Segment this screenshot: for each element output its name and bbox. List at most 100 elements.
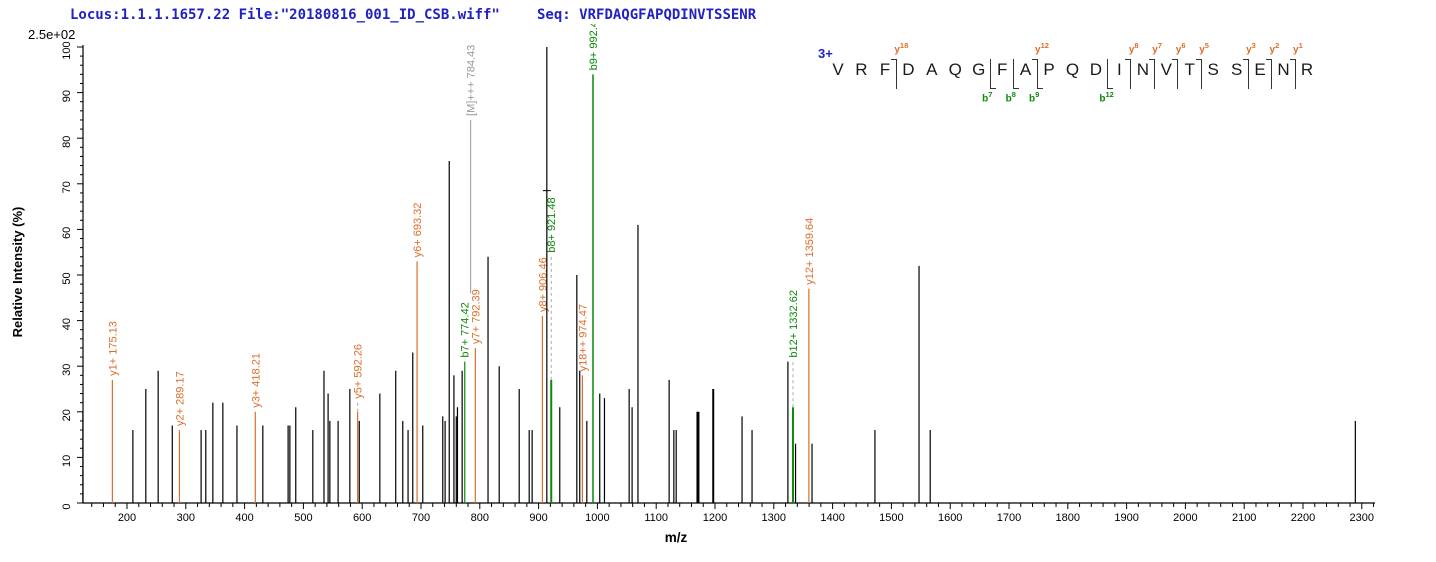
y8-ion-marker: y8 bbox=[1128, 41, 1139, 56]
fragment-divider bbox=[1294, 59, 1296, 89]
fragment-divider bbox=[989, 59, 991, 89]
x-tick-label: 900 bbox=[529, 512, 547, 524]
x-tick-label: 2200 bbox=[1291, 512, 1315, 524]
peak-[M]+++-label: [M]+++ 784.43 bbox=[466, 45, 478, 116]
y-tick-label: 30 bbox=[61, 364, 73, 376]
x-tick-label: 1000 bbox=[585, 512, 609, 524]
peak-b12+-label: b12+ 1332.62 bbox=[788, 290, 800, 358]
y2-ion-marker: y2 bbox=[1269, 41, 1280, 56]
x-tick-label: 500 bbox=[294, 512, 312, 524]
y1-ion-marker: y1 bbox=[1293, 41, 1303, 56]
x-tick-label: 2300 bbox=[1350, 512, 1374, 524]
residue-2-R: R bbox=[855, 60, 868, 79]
fragment-divider bbox=[1200, 59, 1202, 89]
b-ion-serif bbox=[1107, 88, 1113, 89]
residue-9-A: A bbox=[1019, 60, 1032, 79]
x-tick-label: 1100 bbox=[644, 512, 668, 524]
y-ion-serif bbox=[1289, 59, 1295, 60]
peaks-group: y1+ 175.13 y2+ 289.17 y3+ 418.21 y5+ 592.26… bbox=[82, 24, 1356, 503]
residue-10-P: P bbox=[1043, 60, 1055, 79]
y-ion-serif bbox=[1172, 59, 1178, 60]
fragment-divider bbox=[1130, 59, 1132, 89]
y-tick-label: 40 bbox=[61, 318, 73, 330]
y-tick-label: 100 bbox=[61, 41, 73, 59]
y-tick-label: 50 bbox=[61, 272, 73, 284]
x-tick-label: 1900 bbox=[1114, 512, 1138, 524]
peak-b7+-label: b7+ 774.42 bbox=[460, 302, 472, 357]
y-axis-title: Relative Intensity (%) bbox=[10, 207, 25, 338]
residue-13-I: I bbox=[1117, 60, 1122, 79]
peak-y8+-label: y8+ 906.46 bbox=[537, 257, 549, 312]
seq-value bbox=[571, 7, 579, 23]
y3-ion-marker: y3 bbox=[1246, 41, 1256, 56]
b-ion-serif bbox=[990, 88, 996, 89]
x-tick-label: 1400 bbox=[820, 512, 844, 524]
peak-y12+-label: y12+ 1359.64 bbox=[804, 218, 816, 285]
b7-ion-marker: b7 bbox=[982, 90, 993, 105]
y-ion-serif bbox=[1125, 59, 1131, 60]
y-tick-label: 70 bbox=[61, 181, 73, 193]
residue-5-A: A bbox=[926, 60, 938, 79]
sequence-text: VRFDAQGFAPQDINVTSSENR bbox=[579, 7, 757, 23]
b8-ion-marker: b8 bbox=[1005, 90, 1016, 105]
residue-12-D: D bbox=[1089, 60, 1103, 79]
residue-19-E: E bbox=[1254, 60, 1266, 79]
residue-1-V: V bbox=[832, 60, 844, 79]
y18-ion-marker: y18 bbox=[894, 41, 909, 56]
fragment-divider bbox=[1177, 59, 1179, 89]
x-tick-label: 1800 bbox=[1056, 512, 1080, 524]
x-axis-title: m/z bbox=[665, 530, 688, 545]
spectrum-plot: 2.5e+02 Relative Intensity (%) m/z 200 30… bbox=[10, 24, 1375, 545]
y5-ion-marker: y5 bbox=[1199, 41, 1209, 56]
locus-file-text: Locus:1.1.1.1657.22 File:"20180816_001_I… bbox=[70, 7, 500, 23]
y-ion-serif bbox=[1148, 59, 1154, 60]
residue-4-D: D bbox=[902, 60, 915, 79]
x-tick-label: 1700 bbox=[997, 512, 1021, 524]
y-ion-serif bbox=[1242, 59, 1248, 60]
fragment-divider bbox=[1036, 59, 1038, 89]
y6-ion-marker: y6 bbox=[1175, 41, 1186, 56]
x-tick-label: 300 bbox=[177, 512, 195, 524]
y-ion-serif bbox=[1031, 59, 1037, 60]
fragment-divider bbox=[895, 59, 897, 89]
fragment-divider bbox=[1247, 59, 1249, 89]
fragment-divider bbox=[1106, 59, 1108, 89]
x-tick-label: 400 bbox=[235, 512, 253, 524]
x-tick-label: 1200 bbox=[703, 512, 727, 524]
x-tick-label: 200 bbox=[118, 512, 136, 524]
b-ion-serif bbox=[1037, 88, 1043, 89]
y-tick-label: 80 bbox=[61, 136, 73, 148]
peak-y5+-label: y5+ 592.26 bbox=[353, 344, 365, 399]
residue-3-F: F bbox=[879, 60, 891, 79]
intensity-scale-label: 2.5e+02 bbox=[28, 27, 75, 42]
y-ion-serif bbox=[890, 59, 896, 60]
seq-label: Seq: bbox=[537, 7, 571, 23]
x-tick-label: 2000 bbox=[1173, 512, 1197, 524]
sequence-header: Seq: VRFDAQGFAPQDINVTSSENR bbox=[537, 7, 756, 23]
peak-y3+-label: y3+ 418.21 bbox=[250, 353, 262, 408]
x-tick-label: 1500 bbox=[879, 512, 903, 524]
b9-ion-marker: b9 bbox=[1029, 90, 1040, 105]
fragment-divider bbox=[1271, 59, 1273, 89]
precursor-charge-label: 3+ bbox=[818, 46, 833, 61]
peak-b8+-label: b8+ 921.48 bbox=[546, 197, 558, 252]
peak-y2+-label: y2+ 289.17 bbox=[174, 371, 186, 426]
residue-20-N: N bbox=[1277, 60, 1290, 79]
peak-y7+-label: y7+ 792.39 bbox=[470, 289, 482, 344]
y-tick-label: 0 bbox=[61, 503, 73, 509]
residue-11-Q: Q bbox=[1065, 60, 1080, 79]
peak-y6+-label: y6+ 693.32 bbox=[412, 203, 424, 258]
residue-8-F: F bbox=[996, 60, 1008, 79]
peak-b9+-label: b9+ 992.49 bbox=[588, 24, 600, 70]
y-tick-label: 20 bbox=[61, 409, 73, 421]
x-tick-label: 2100 bbox=[1232, 512, 1256, 524]
axes-group: 200 300 400 500 600 700 800 900 1000 1100 1200 1300… bbox=[61, 41, 1375, 524]
x-tick-label: 600 bbox=[353, 512, 371, 524]
x-tick-label: 800 bbox=[471, 512, 489, 524]
peak-y1+-label: y1+ 175.13 bbox=[107, 321, 119, 376]
residue-14-N: N bbox=[1136, 60, 1149, 79]
x-tick-label: 1600 bbox=[938, 512, 962, 524]
residue-15-V: V bbox=[1160, 60, 1172, 79]
